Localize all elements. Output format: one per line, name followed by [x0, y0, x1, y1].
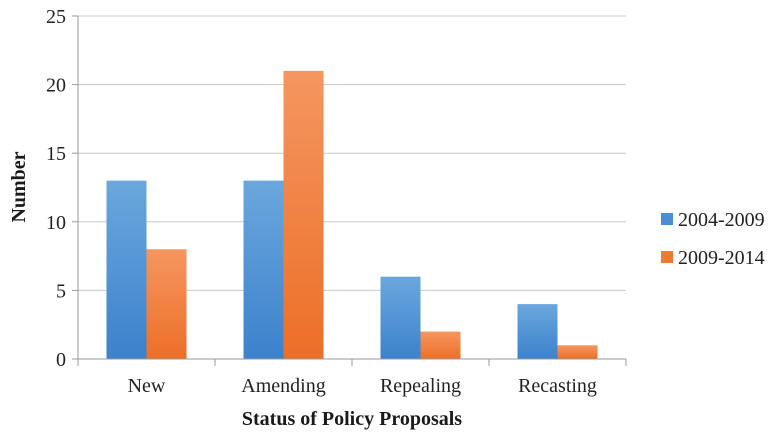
bar-2009-2014-Amending — [283, 70, 324, 359]
bar-2009-2014-Repealing — [420, 331, 461, 359]
y-tick-label: 25 — [46, 6, 66, 28]
bar-2004-2009-Amending — [243, 180, 284, 359]
legend: 2004-2009 2009-2014 — [661, 209, 765, 269]
x-tick-label: New — [128, 375, 166, 397]
bar-2004-2009-Repealing — [380, 276, 421, 359]
legend-swatch — [661, 213, 673, 225]
x-tick-label: Recasting — [518, 375, 597, 397]
y-tick-label: 10 — [46, 212, 66, 234]
legend-label: 2009-2014 — [678, 247, 765, 269]
y-axis-title: Number — [8, 151, 30, 222]
y-tick-label: 20 — [46, 75, 66, 97]
y-tick-label: 15 — [46, 143, 66, 165]
bar-2009-2014-New — [146, 249, 187, 359]
x-tick-label: Repealing — [380, 375, 461, 397]
axes — [72, 15, 627, 366]
gridlines — [78, 15, 626, 291]
bars — [106, 70, 598, 359]
tick-labels: 0 5 10 15 20 25 New Amending Repealing Recasting — [46, 6, 597, 397]
y-tick-label: 5 — [56, 280, 66, 302]
bar-2009-2014-Recasting — [557, 345, 598, 359]
legend-label: 2004-2009 — [678, 209, 765, 231]
legend-swatch — [661, 251, 673, 263]
bar-2004-2009-Recasting — [517, 304, 558, 359]
x-axis-title: Status of Policy Proposals — [242, 408, 462, 430]
x-tick-label: Amending — [241, 375, 325, 397]
bar-2004-2009-New — [106, 180, 147, 359]
y-tick-label: 0 — [56, 349, 66, 371]
